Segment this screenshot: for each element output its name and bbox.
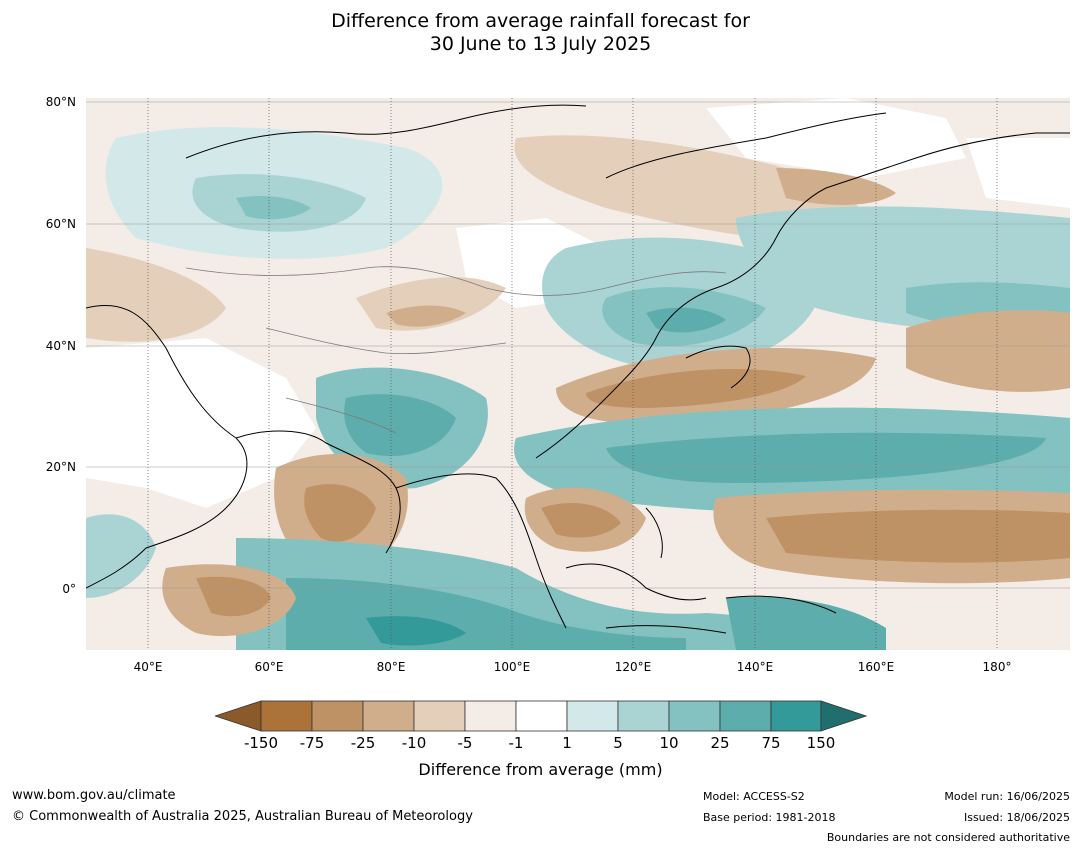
zone-dry xyxy=(86,248,226,342)
colorbar-tick-label: 5 xyxy=(613,734,623,752)
lat-label: 20°N xyxy=(45,460,76,474)
colorbar-swatch xyxy=(260,700,313,732)
colorbar-extend-low xyxy=(215,700,262,732)
colorbar-tick-label: -10 xyxy=(401,734,427,752)
footer-copyright: © Commonwealth of Australia 2025, Austra… xyxy=(12,809,473,824)
zone-wet xyxy=(344,394,456,457)
zone-dry xyxy=(906,310,1070,392)
colorbar-tick-label: 10 xyxy=(659,734,679,752)
footer-url[interactable]: www.bom.gov.au/climate xyxy=(12,788,176,803)
zone-dry xyxy=(196,576,271,617)
footer-issued: Issued: 18/06/2025 xyxy=(963,811,1070,824)
map-canvas xyxy=(86,98,1070,650)
colorbar-swatch xyxy=(617,700,670,732)
colorbar-extend-high xyxy=(820,700,867,732)
colorbar-tick-label: 25 xyxy=(710,734,730,752)
colorbar-swatch xyxy=(362,700,415,732)
colorbar-swatch xyxy=(515,700,568,732)
colorbar-tick-label: -5 xyxy=(457,734,473,752)
colorbar-tick-label: -75 xyxy=(299,734,325,752)
colorbar-swatch xyxy=(668,700,721,732)
zone-dry xyxy=(386,305,466,327)
zone-wet xyxy=(236,196,311,220)
colorbar-tick-label: -25 xyxy=(350,734,376,752)
colorbar-tick-label: 1 xyxy=(562,734,572,752)
lon-label: 40°E xyxy=(133,660,163,674)
title-line-1: Difference from average rainfall forecas… xyxy=(331,10,750,32)
graticule-lon xyxy=(147,98,998,650)
zone-near-zero xyxy=(966,138,1070,208)
lon-label: 100°E xyxy=(493,660,531,674)
footer-base-period: Base period: 1981-2018 xyxy=(703,811,836,824)
zone-wet xyxy=(606,432,1046,483)
footer-model: Model: ACCESS-S2 xyxy=(703,790,805,803)
zone-dry xyxy=(586,369,806,408)
lat-label: 80°N xyxy=(45,95,76,109)
colorbar-swatch xyxy=(311,700,364,732)
footer-model-run: Model run: 16/06/2025 xyxy=(944,790,1070,803)
lat-label: 0° xyxy=(62,582,76,596)
lon-label: 160°E xyxy=(857,660,895,674)
zone-dry xyxy=(766,509,1070,563)
rainfall-anomaly-map xyxy=(86,98,1070,650)
colorbar-swatch xyxy=(566,700,619,732)
zone-near-zero xyxy=(86,338,316,508)
lon-label: 180° xyxy=(982,660,1012,674)
lat-label: 60°N xyxy=(45,217,76,231)
colorbar-swatch xyxy=(413,700,466,732)
zone-wet xyxy=(726,596,886,650)
lon-label: 140°E xyxy=(736,660,774,674)
zone-dry xyxy=(776,168,896,205)
lat-label: 40°N xyxy=(45,339,76,353)
colorbar-swatch xyxy=(719,700,772,732)
colorbar-tick-label: 75 xyxy=(761,734,781,752)
colorbar-tick-label: -150 xyxy=(243,734,279,752)
colorbar-tick-label: -1 xyxy=(508,734,524,752)
coastlines xyxy=(86,104,1070,634)
colorbar-tick-label: 150 xyxy=(806,734,836,752)
colorbar-swatch xyxy=(464,700,517,732)
zone-dry xyxy=(541,503,621,538)
footer-disclaimer: Boundaries are not considered authoritat… xyxy=(826,831,1070,844)
lon-label: 80°E xyxy=(376,660,406,674)
zone-wet xyxy=(86,514,156,598)
legend-colorbar xyxy=(215,700,867,732)
graticule-lat xyxy=(86,101,1070,589)
colorbar-title: Difference from average (mm) xyxy=(418,760,663,779)
colorbar-swatch xyxy=(770,700,822,732)
lon-label: 60°E xyxy=(254,660,284,674)
zone-dry xyxy=(304,484,376,542)
country-borders xyxy=(185,266,727,434)
lon-label: 120°E xyxy=(614,660,652,674)
zone-near-zero xyxy=(706,98,966,178)
title-line-2: 30 June to 13 July 2025 xyxy=(429,33,652,55)
map-title: Difference from average rainfall forecas… xyxy=(0,10,1081,56)
zone-wet xyxy=(646,307,726,333)
